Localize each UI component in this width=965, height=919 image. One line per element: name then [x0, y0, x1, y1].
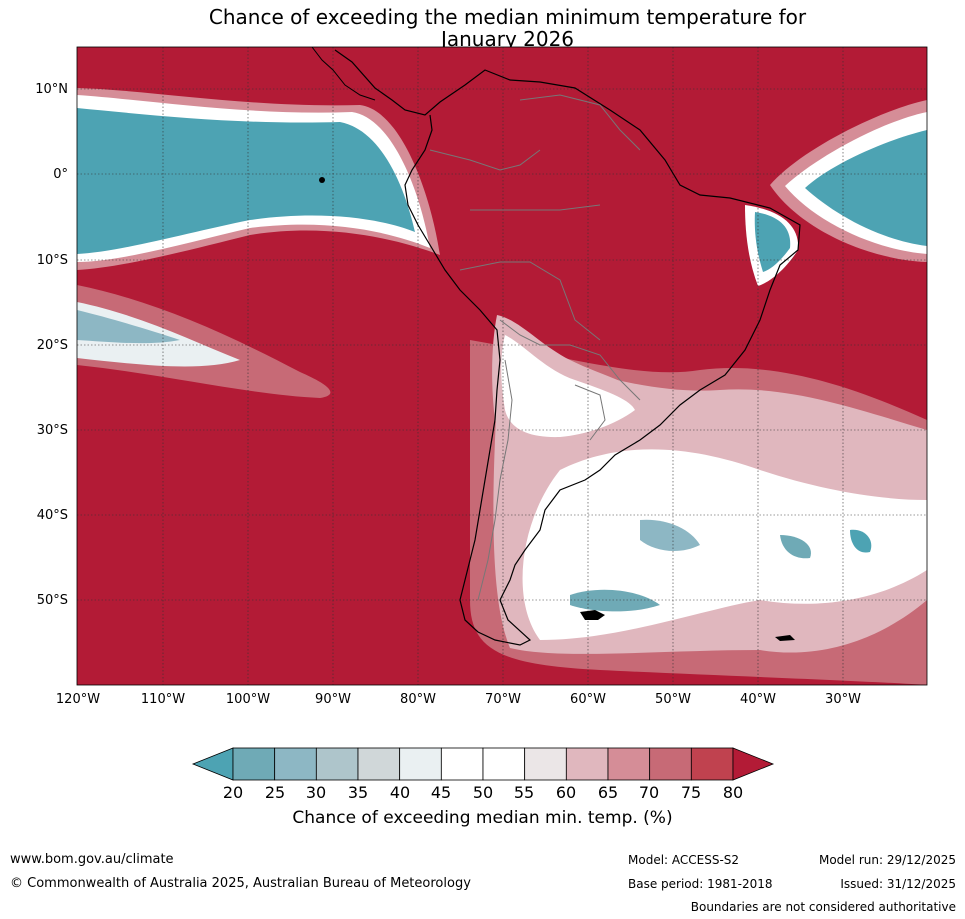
- lat-label-30s: 30°S: [36, 423, 68, 438]
- lon-label-100w: 100°W: [225, 692, 271, 707]
- colorbar-tick-40: 40: [389, 783, 411, 802]
- lon-label-30w: 30°W: [825, 692, 861, 707]
- colorbar-tick-70: 70: [638, 783, 660, 802]
- colorbar-tick-75: 75: [680, 783, 702, 802]
- colorbar-tick-35: 35: [347, 783, 369, 802]
- colorbar-cell: [357, 747, 401, 781]
- colorbar-cell: [232, 747, 276, 781]
- continent-white-zone: [501, 335, 635, 438]
- lat-label-10s: 10°S: [36, 253, 68, 268]
- falkland-islands: [580, 610, 605, 620]
- colorbar-cell: [440, 747, 484, 781]
- lon-label-60w: 60°W: [570, 692, 606, 707]
- colorbar-tick-45: 45: [430, 783, 452, 802]
- south-atlantic-teal-2: [570, 589, 660, 612]
- ne-brazil-teal: [754, 212, 791, 272]
- colorbar-cell: [524, 747, 567, 781]
- colorbar-label: Chance of exceeding median min. temp. (%…: [292, 808, 673, 828]
- lat-label-10n: 10°N: [35, 82, 68, 97]
- south-atlantic-teal-1: [640, 519, 700, 552]
- lon-label-110w: 110°W: [140, 692, 186, 707]
- footer-issued: Issued: 31/12/2025: [840, 877, 956, 891]
- colorbar-tick-30: 30: [305, 783, 327, 802]
- footer-disclaimer: Boundaries are not considered authoritat…: [690, 900, 956, 914]
- map-title-line1: Chance of exceeding the median minimum t…: [208, 5, 807, 29]
- colorbar: [191, 747, 775, 781]
- colorbar-tick-55: 55: [513, 783, 535, 802]
- map-title-line2: January 2026: [440, 27, 575, 51]
- lat-label-40s: 40°S: [36, 508, 68, 523]
- lon-label-50w: 50°W: [655, 692, 691, 707]
- lon-label-70w: 70°W: [485, 692, 521, 707]
- footer-website: www.bom.gov.au/climate: [10, 852, 174, 867]
- footer-base-period: Base period: 1981-2018: [628, 877, 773, 891]
- atlantic-ne-teal: [805, 130, 927, 246]
- lon-label-40w: 40°W: [740, 692, 776, 707]
- colorbar-cell: [607, 747, 651, 781]
- lat-label-50s: 50°S: [36, 593, 68, 608]
- lon-label-90w: 90°W: [315, 692, 351, 707]
- lat-label-20s: 20°S: [36, 338, 68, 353]
- colorbar-cell: [482, 747, 526, 781]
- colorbar-cell: [690, 747, 734, 781]
- colorbar-tick-65: 65: [597, 783, 619, 802]
- south-georgia: [775, 635, 795, 641]
- colorbar-cell: [315, 747, 359, 781]
- south-atlantic-teal-4: [850, 529, 872, 553]
- lon-label-80w: 80°W: [400, 692, 436, 707]
- colorbar-cell: [565, 747, 609, 781]
- footer-model-run: Model run: 29/12/2025: [818, 853, 956, 867]
- pacific-south-band-halo: [77, 285, 331, 398]
- graticule: [77, 47, 927, 685]
- colorbar-tick-80: 80: [722, 783, 744, 802]
- colorbar-cell: [399, 747, 442, 781]
- central-america-coastline: [311, 47, 376, 101]
- colorbar-tick-20: 20: [222, 783, 244, 802]
- probability-map: [76, 46, 928, 686]
- colorbar-tick-50: 50: [472, 783, 494, 802]
- colorbar-under-arrow: [191, 747, 234, 781]
- pacific-south-band-teal: [77, 310, 180, 344]
- colorbar-tick-25: 25: [264, 783, 286, 802]
- footer-copyright: © Commonwealth of Australia 2025, Austra…: [10, 876, 471, 891]
- footer-model: Model: ACCESS-S2: [628, 853, 740, 867]
- colorbar-over-arrow: [732, 747, 775, 781]
- south-america-coastline: [334, 49, 801, 646]
- colorbar-cell: [274, 747, 317, 781]
- galapagos-islands: [319, 177, 325, 183]
- pacific-cool-zone-teal: [77, 108, 415, 254]
- country-borders: [429, 94, 641, 601]
- colorbar-cell: [649, 747, 692, 781]
- colorbar-tick-60: 60: [555, 783, 577, 802]
- map-frame: [76, 46, 928, 686]
- lon-label-120w: 120°W: [55, 692, 101, 707]
- lat-label-0: 0°: [53, 167, 68, 182]
- south-atlantic-teal-3: [780, 535, 811, 559]
